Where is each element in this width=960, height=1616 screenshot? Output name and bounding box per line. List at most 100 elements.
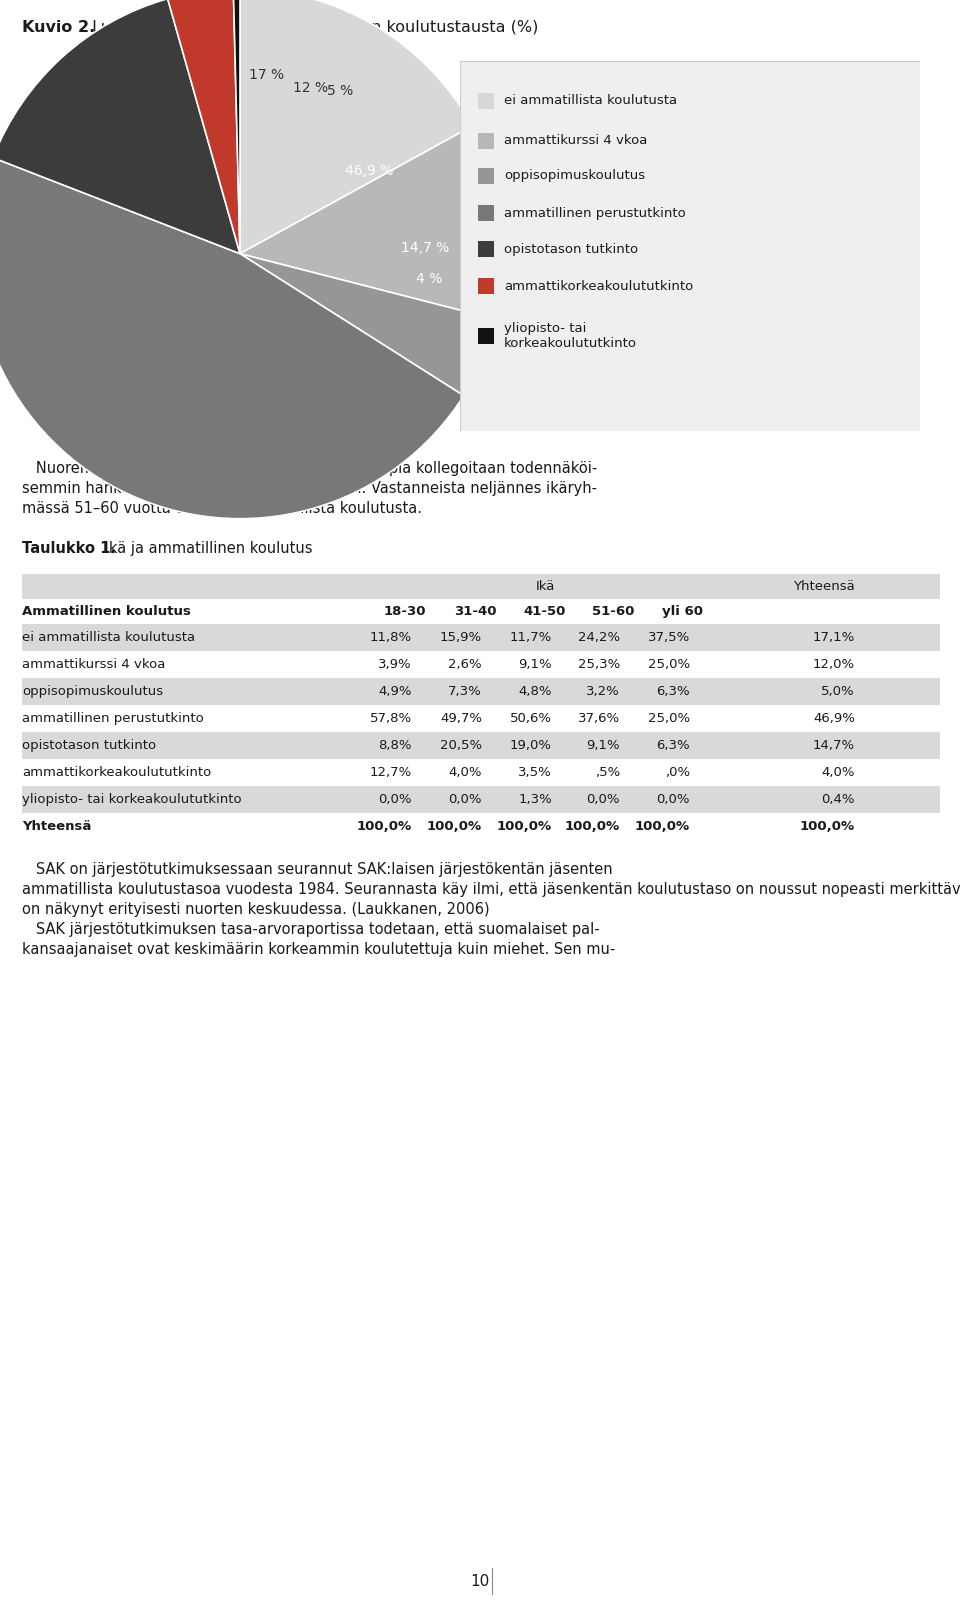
Text: oppisopimuskoulutus: oppisopimuskoulutus xyxy=(22,685,163,698)
Text: 20,5%: 20,5% xyxy=(440,739,482,751)
Text: Nuoremmat luottamushenkilöt ovat varttuneempia kollegoitaan todennäköi-: Nuoremmat luottamushenkilöt ovat varttun… xyxy=(22,461,597,477)
Text: on näkynyt erityisesti nuorten keskuudessa. (Laukkanen, 2006): on näkynyt erityisesti nuorten keskuudes… xyxy=(22,902,490,916)
Text: 6,3%: 6,3% xyxy=(657,739,690,751)
Text: 100,0%: 100,0% xyxy=(800,819,855,832)
Text: 37,5%: 37,5% xyxy=(648,630,690,645)
Text: 15,9%: 15,9% xyxy=(440,630,482,645)
Text: Kuvio 2.: Kuvio 2. xyxy=(22,19,95,36)
Bar xyxy=(478,133,494,149)
Wedge shape xyxy=(233,0,240,254)
Bar xyxy=(22,679,940,705)
Bar xyxy=(22,732,940,760)
Text: 4,0%: 4,0% xyxy=(448,766,482,779)
Text: SAK järjestötutkimuksen tasa-arvoraportissa todetaan, että suomalaiset pal-: SAK järjestötutkimuksen tasa-arvoraporti… xyxy=(22,923,600,937)
Bar xyxy=(22,574,940,600)
Text: mässä 51–60 vuotta on ilman ammatillista koulutusta.: mässä 51–60 vuotta on ilman ammatillista… xyxy=(22,501,422,516)
Text: 25,0%: 25,0% xyxy=(648,658,690,671)
Bar xyxy=(478,168,494,184)
Text: 8,8%: 8,8% xyxy=(378,739,412,751)
Text: 14,7 %: 14,7 % xyxy=(401,241,449,255)
Bar xyxy=(22,624,940,651)
Text: Taulukko 1.: Taulukko 1. xyxy=(22,541,116,556)
Text: ammattikorkeakoulututkinto: ammattikorkeakoulututkinto xyxy=(504,280,693,292)
Text: 9,1%: 9,1% xyxy=(518,658,552,671)
Text: opistotason tutkinto: opistotason tutkinto xyxy=(22,739,156,751)
Text: semmin hankkineet ammatillisen koulutuksen. Vastanneista neljännes ikäryh-: semmin hankkineet ammatillisen koulutuks… xyxy=(22,482,597,496)
Bar xyxy=(22,813,940,840)
Text: 0,0%: 0,0% xyxy=(657,793,690,806)
Wedge shape xyxy=(240,254,496,396)
Text: 12,0%: 12,0% xyxy=(813,658,855,671)
Text: 100,0%: 100,0% xyxy=(427,819,482,832)
Text: oppisopimuskoulutus: oppisopimuskoulutus xyxy=(504,170,645,183)
Text: 7,3%: 7,3% xyxy=(448,685,482,698)
Text: SAK on järjestötutkimuksessaan seurannut SAK:laisen järjestökentän jäsenten: SAK on järjestötutkimuksessaan seurannut… xyxy=(22,861,612,877)
Text: 3,2%: 3,2% xyxy=(587,685,620,698)
Wedge shape xyxy=(240,126,505,320)
Text: Luottamushenkilöiden ammatillinen koulutustausta (%): Luottamushenkilöiden ammatillinen koulut… xyxy=(87,19,539,36)
Wedge shape xyxy=(0,0,240,254)
Bar xyxy=(22,651,940,679)
Text: 10: 10 xyxy=(470,1574,490,1589)
Text: ammattikurssi 4 vkoa: ammattikurssi 4 vkoa xyxy=(22,658,165,671)
Text: 100,0%: 100,0% xyxy=(564,819,620,832)
Bar xyxy=(22,600,940,624)
Text: ammattikorkeakoulututkinto: ammattikorkeakoulututkinto xyxy=(22,766,211,779)
Text: 6,3%: 6,3% xyxy=(657,685,690,698)
Text: 14,7%: 14,7% xyxy=(813,739,855,751)
Text: 4,0%: 4,0% xyxy=(822,766,855,779)
Text: 2,6%: 2,6% xyxy=(448,658,482,671)
Bar xyxy=(478,94,494,108)
Text: 0,0%: 0,0% xyxy=(587,793,620,806)
Text: ammattikurssi 4 vkoa: ammattikurssi 4 vkoa xyxy=(504,134,647,147)
Text: 0,4%: 0,4% xyxy=(822,793,855,806)
Text: 51-60: 51-60 xyxy=(591,604,635,617)
Text: 3,9%: 3,9% xyxy=(378,658,412,671)
Text: ammatillista koulutustasoa vuodesta 1984. Seurannasta käy ilmi, että jäsenkentän: ammatillista koulutustasoa vuodesta 1984… xyxy=(22,882,960,897)
Text: 49,7%: 49,7% xyxy=(440,713,482,726)
Text: ,5%: ,5% xyxy=(595,766,620,779)
Text: yli 60: yli 60 xyxy=(662,604,704,617)
Text: ei ammatillista koulutusta: ei ammatillista koulutusta xyxy=(22,630,195,645)
Text: 50,6%: 50,6% xyxy=(510,713,552,726)
Bar xyxy=(22,760,940,785)
Text: 31-40: 31-40 xyxy=(454,604,496,617)
Text: 0,4 %: 0,4 % xyxy=(560,305,599,320)
Text: 11,7%: 11,7% xyxy=(510,630,552,645)
Text: 37,6%: 37,6% xyxy=(578,713,620,726)
Wedge shape xyxy=(0,158,464,519)
Text: 41-50: 41-50 xyxy=(524,604,566,617)
Text: ammatillinen perustutkinto: ammatillinen perustutkinto xyxy=(504,207,685,220)
Text: ammatillinen perustutkinto: ammatillinen perustutkinto xyxy=(22,713,204,726)
Text: 0,0%: 0,0% xyxy=(378,793,412,806)
Text: 4,8%: 4,8% xyxy=(518,685,552,698)
Text: 57,8%: 57,8% xyxy=(370,713,412,726)
Wedge shape xyxy=(240,0,472,254)
Text: 100,0%: 100,0% xyxy=(497,819,552,832)
Text: 17,1%: 17,1% xyxy=(813,630,855,645)
Text: 100,0%: 100,0% xyxy=(357,819,412,832)
Text: 18-30: 18-30 xyxy=(384,604,426,617)
Text: yliopisto- tai korkeakoulututkinto: yliopisto- tai korkeakoulututkinto xyxy=(22,793,242,806)
Text: Ammatillinen koulutus: Ammatillinen koulutus xyxy=(22,604,191,617)
Text: 5 %: 5 % xyxy=(326,84,353,99)
Text: 25,0%: 25,0% xyxy=(648,713,690,726)
Text: 12 %: 12 % xyxy=(293,81,328,95)
Text: 3,5%: 3,5% xyxy=(518,766,552,779)
Bar xyxy=(478,241,494,257)
Text: 5,0%: 5,0% xyxy=(822,685,855,698)
Bar xyxy=(22,785,940,813)
Bar xyxy=(478,205,494,221)
Text: yliopisto- tai
korkeakoulututkinto: yliopisto- tai korkeakoulututkinto xyxy=(504,322,637,351)
Text: 19,0%: 19,0% xyxy=(510,739,552,751)
Text: ,0%: ,0% xyxy=(665,766,690,779)
Text: 4,9%: 4,9% xyxy=(378,685,412,698)
Text: 46,9%: 46,9% xyxy=(813,713,855,726)
Text: Ikä: Ikä xyxy=(536,580,555,593)
Text: ei ammatillista koulutusta: ei ammatillista koulutusta xyxy=(504,94,677,108)
Bar xyxy=(478,328,494,344)
Text: kansaajanaiset ovat keskimäärin korkeammin koulutettuja kuin miehet. Sen mu-: kansaajanaiset ovat keskimäärin korkeamm… xyxy=(22,942,615,957)
Bar xyxy=(478,278,494,294)
Text: 4 %: 4 % xyxy=(416,271,443,286)
Text: opistotason tutkinto: opistotason tutkinto xyxy=(504,242,638,255)
